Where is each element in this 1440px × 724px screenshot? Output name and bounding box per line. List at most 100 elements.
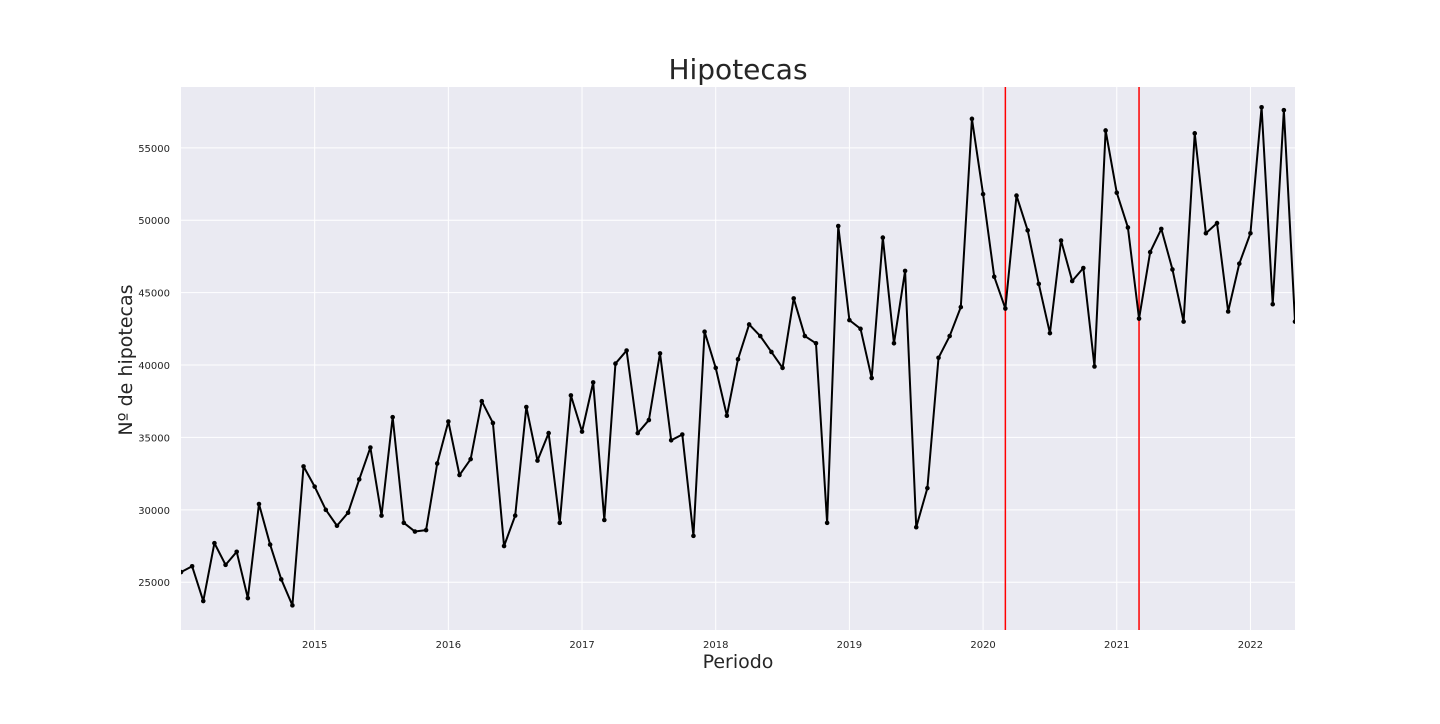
- data-point: [757, 333, 763, 339]
- data-point: [345, 510, 351, 516]
- y-tick-label: 30000: [138, 506, 170, 517]
- data-point: [401, 520, 407, 526]
- data-point: [1103, 128, 1108, 133]
- data-point: [390, 414, 395, 420]
- data-point: [947, 333, 952, 339]
- data-point: [1125, 225, 1131, 230]
- x-tick-label: 2019: [837, 640, 862, 651]
- data-point: [735, 356, 741, 362]
- data-point: [902, 268, 908, 274]
- data-point: [479, 398, 485, 404]
- data-point: [501, 543, 507, 549]
- data-point: [835, 223, 841, 229]
- data-point: [1069, 278, 1075, 284]
- data-point: [1281, 107, 1287, 113]
- data-point: [512, 513, 518, 518]
- x-tick-label: 2022: [1238, 640, 1263, 651]
- data-point: [334, 523, 340, 529]
- data-point: [624, 348, 629, 353]
- data-point: [1092, 364, 1097, 369]
- data-point: [880, 235, 886, 240]
- data-point: [668, 438, 674, 443]
- data-point: [891, 341, 897, 346]
- data-point: [1047, 330, 1053, 336]
- data-point: [446, 419, 451, 424]
- data-point: [256, 501, 262, 507]
- data-point: [657, 351, 663, 356]
- data-point: [379, 513, 384, 518]
- data-point: [847, 317, 852, 323]
- data-point: [557, 520, 563, 526]
- data-point: [1203, 230, 1209, 236]
- data-point: [791, 296, 796, 301]
- data-point: [824, 520, 830, 526]
- data-point: [189, 563, 195, 569]
- data-point: [1114, 190, 1120, 195]
- data-point: [223, 562, 228, 568]
- data-point: [457, 472, 462, 478]
- data-point: [434, 461, 440, 466]
- data-point: [646, 417, 652, 423]
- data-point: [1214, 220, 1220, 226]
- data-point: [1081, 265, 1086, 271]
- data-point: [724, 413, 730, 419]
- x-axis-ticks: 2015 2016 2017 2018 2019 2020 2021 2022: [302, 640, 1263, 651]
- data-point: [713, 365, 719, 371]
- y-tick-label: 25000: [138, 578, 170, 589]
- data-point: [802, 333, 808, 339]
- data-point: [323, 507, 329, 513]
- data-point: [181, 569, 184, 575]
- x-tick-label: 2020: [970, 640, 995, 651]
- data-point: [1192, 131, 1198, 136]
- x-tick-label: 2017: [569, 640, 594, 651]
- y-tick-label: 35000: [138, 433, 170, 444]
- y-tick-label: 45000: [138, 289, 170, 300]
- data-point: [412, 529, 418, 534]
- data-point: [524, 404, 529, 410]
- data-point: [212, 540, 217, 546]
- data-point: [1025, 228, 1030, 233]
- data-point: [1058, 238, 1064, 243]
- y-tick-label: 55000: [138, 144, 170, 155]
- data-point: [1036, 281, 1042, 287]
- x-tick-label: 2015: [302, 640, 327, 651]
- data-point: [936, 355, 941, 361]
- data-point: [780, 365, 785, 371]
- data-point: [958, 304, 964, 310]
- data-point: [245, 595, 251, 601]
- data-point: [423, 527, 429, 533]
- y-axis-label: Nº de hipotecas: [115, 284, 137, 435]
- data-point: [200, 598, 206, 604]
- data-point: [702, 329, 707, 335]
- data-point: [590, 380, 596, 385]
- data-point: [1292, 319, 1295, 324]
- data-point: [1170, 267, 1175, 272]
- y-tick-label: 40000: [138, 361, 170, 372]
- data-point: [267, 542, 273, 547]
- data-point: [769, 349, 774, 355]
- x-tick-label: 2021: [1104, 640, 1129, 651]
- chart-title: Hipotecas: [668, 53, 807, 86]
- y-tick-label: 50000: [138, 216, 170, 227]
- data-point: [468, 456, 473, 462]
- data-point: [579, 429, 585, 434]
- data-point: [913, 524, 919, 530]
- data-point: [813, 341, 819, 346]
- data-point: [278, 577, 284, 582]
- data-point: [746, 322, 752, 327]
- data-point: [858, 326, 863, 332]
- x-tick-label: 2018: [703, 640, 728, 651]
- data-point: [368, 445, 373, 450]
- data-point: [568, 393, 574, 398]
- data-point: [1003, 306, 1008, 311]
- data-point: [1225, 309, 1231, 314]
- data-point: [691, 533, 696, 539]
- data-point: [301, 464, 306, 469]
- data-point: [613, 361, 618, 366]
- data-point: [234, 549, 239, 555]
- y-axis-ticks: 25000 30000 35000 40000 45000 50000 55000: [138, 144, 170, 589]
- data-point: [991, 274, 997, 279]
- data-point: [490, 420, 496, 426]
- data-point: [635, 430, 641, 436]
